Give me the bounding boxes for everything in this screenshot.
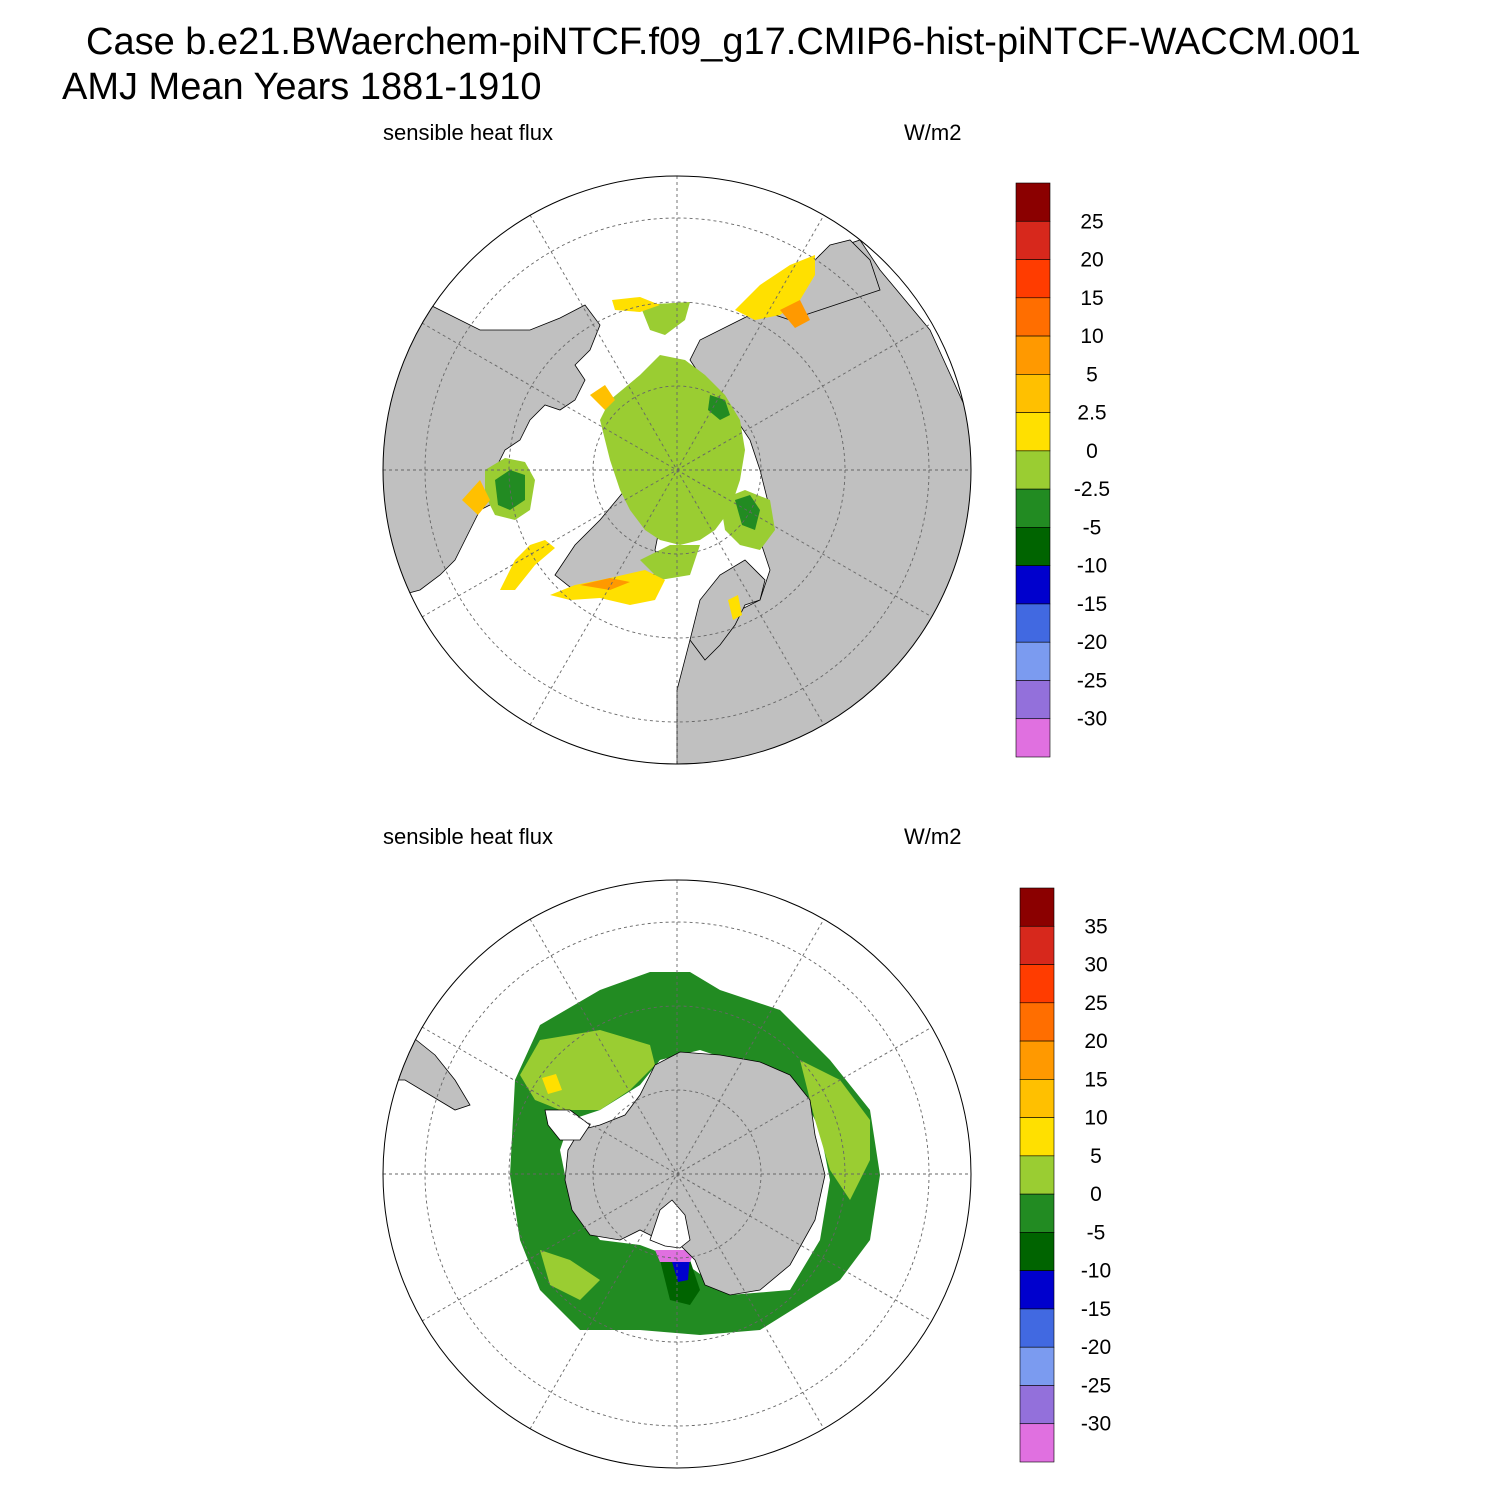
antarctica-landmass [564,1051,826,1296]
south-colorbar-tick-label: 25 [1084,992,1107,1015]
south-colorbar-tick-label: 30 [1084,954,1107,977]
north-colorbar-box [1015,182,1051,222]
south-colorbar-tick-label: -10 [1081,1260,1111,1283]
chukchi-sea-flux-field [640,302,690,335]
south-colorbar-tick-label: -15 [1081,1298,1111,1321]
south-colorbar-box [1019,1346,1055,1386]
north-colorbar-tick-label: 10 [1080,325,1103,348]
south-colorbar-box [1019,1117,1055,1157]
bering-orange-flux [780,300,810,328]
north-colorbar-tick-label: -10 [1077,555,1107,578]
south-panel-units-label: W/m2 [904,824,962,849]
greenland-south-orange-flux [580,578,630,590]
south-colorbar-box [1019,1040,1055,1080]
barents-negative-band [735,495,760,530]
north-colorbar-tick-label: -5 [1083,516,1102,539]
ross-sea-purple-flux [655,1250,695,1262]
south-colorbar-tick-label: -20 [1081,1336,1111,1359]
south-colorbar-tick-label: 10 [1084,1107,1107,1130]
north-colorbar-box [1015,603,1051,643]
weddell-positive-flux [542,1074,562,1094]
south-colorbar-box [1019,925,1055,965]
north-colorbar-tick-label: 0 [1086,440,1098,463]
north-colorbar-tick-label: -30 [1077,708,1107,731]
south-colorbar-box [1019,1079,1055,1118]
south-colorbar-tick-label: 5 [1090,1145,1102,1168]
north-colorbar-box [1015,297,1051,337]
south-colorbar-box [1019,1232,1055,1271]
north-colorbar-box [1015,450,1051,490]
arctic-ocean-flux-field [600,355,745,545]
south-colorbar-tick-label: 0 [1090,1183,1102,1206]
north-colorbar-box [1015,488,1051,528]
north-colorbar-tick-label: 20 [1080,249,1103,272]
north-polar-map [382,175,972,765]
north-colorbar: 25 20 15 10 5 2.5 0 -2.5 -5 -10 -15 -20 -25 -30 [1015,182,1110,758]
north-colorbar-box [1015,412,1051,452]
south-colorbar-box [1019,1270,1055,1310]
south-colorbar-box [1019,1308,1055,1348]
north-colorbar-box [1015,259,1051,299]
north-colorbar-tick-label: 15 [1080,287,1103,310]
east-antarctic-light-band [800,1060,870,1200]
north-colorbar-tick-label: 2.5 [1077,402,1106,425]
south-colorbar-box [1019,1002,1055,1042]
greenland-sea-flux-field [640,545,700,580]
south-colorbar-box [1019,1193,1055,1233]
north-colorbar-box [1015,718,1051,758]
north-colorbar-box [1015,374,1051,413]
south-colorbar-box [1019,887,1055,927]
north-map-boundary [382,175,972,765]
north-map-graticule [383,176,971,764]
north-panel-variable-label: sensible heat flux [383,120,553,145]
south-map-graticule [383,880,971,1468]
south-colorbar: 35 30 25 20 15 10 5 0 -5 -10 -15 -20 -25 -30 [1019,887,1111,1463]
north-panel-units-label: W/m2 [904,120,962,145]
south-colorbar-box [1019,964,1055,1004]
north-colorbar-tick-label: -25 [1077,669,1107,692]
south-colorbar-tick-label: 20 [1084,1030,1107,1053]
south-colorbar-tick-label: -30 [1081,1413,1111,1436]
north-colorbar-tick-label: 25 [1080,210,1103,233]
north-colorbar-box [1015,641,1051,681]
south-colorbar-tick-label: 15 [1084,1068,1107,1091]
north-colorbar-box [1015,527,1051,566]
figure-title-season: AMJ Mean Years 1881-1910 [62,66,542,108]
south-colorbar-box [1019,1155,1055,1195]
south-panel-variable-label: sensible heat flux [383,824,553,849]
labrador-positive-flux [500,540,555,590]
ross-sea-light-band [540,1250,600,1300]
baffin-positive-flux [590,385,615,410]
north-colorbar-tick-label: -20 [1077,631,1107,654]
north-colorbar-tick-label: 5 [1086,363,1098,386]
hudson-positive-flux [462,480,490,515]
south-colorbar-box [1019,1423,1055,1463]
north-colorbar-box [1015,220,1051,260]
south-colorbar-tick-label: -5 [1087,1221,1106,1244]
south-map-boundary [382,879,972,1469]
scandinavia-landmass [689,559,766,661]
south-colorbar-box [1019,1385,1055,1425]
south-polar-map [382,879,972,1469]
north-colorbar-tick-label: -2.5 [1074,478,1110,501]
north-colorbar-box [1015,335,1051,375]
north-colorbar-box [1015,680,1051,720]
ross-ice-shelf [649,1199,691,1249]
north-colorbar-tick-label: -15 [1077,593,1107,616]
norway-positive-flux [728,595,742,620]
south-colorbar-tick-label: -25 [1081,1374,1111,1397]
south-colorbar-tick-label: 35 [1084,915,1107,938]
ross-sea-strong-negative [660,1260,700,1305]
arctic-positive-flux-north [612,297,660,312]
hudson-bay-strong-negative [495,470,525,510]
north-colorbar-box [1015,565,1051,605]
figure-title-case: Case b.e21.BWaerchem-piNTCF.f09_g17.CMIP… [86,21,1361,63]
north-america-landmass [383,304,601,601]
